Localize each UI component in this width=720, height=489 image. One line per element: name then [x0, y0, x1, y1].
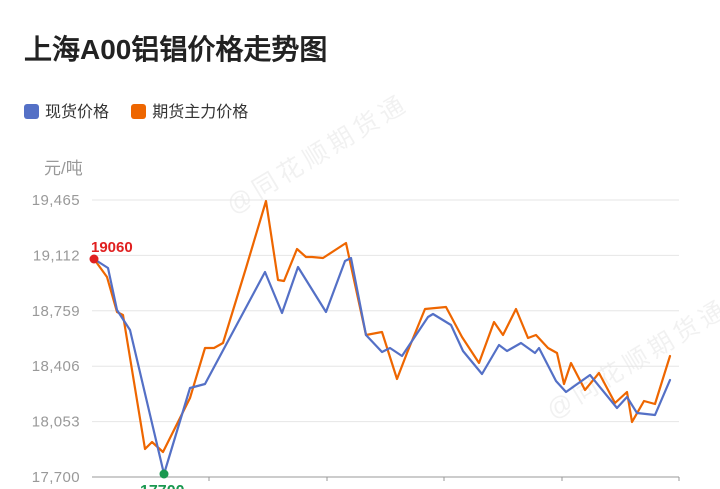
svg-text:18,053: 18,053 — [32, 414, 80, 431]
svg-text:19,465: 19,465 — [32, 192, 80, 209]
svg-text:18,759: 18,759 — [32, 303, 80, 320]
svg-text:19060: 19060 — [91, 239, 133, 256]
svg-text:19,112: 19,112 — [33, 247, 80, 264]
svg-text:17,700: 17,700 — [32, 469, 80, 486]
svg-text:18,406: 18,406 — [32, 358, 80, 375]
svg-text:17700: 17700 — [140, 483, 185, 489]
